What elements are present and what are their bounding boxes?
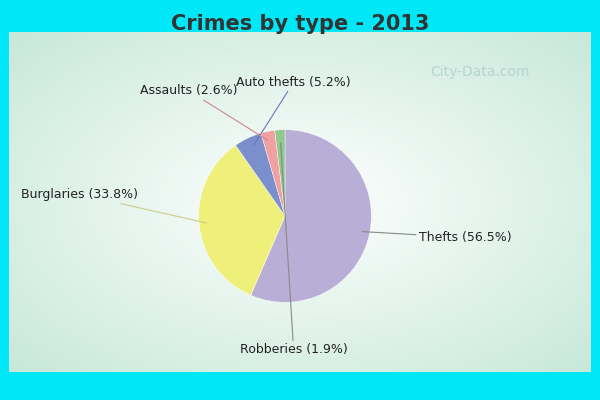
Text: Thefts (56.5%): Thefts (56.5%) <box>362 231 511 244</box>
Text: Assaults (2.6%): Assaults (2.6%) <box>140 84 268 140</box>
Wedge shape <box>275 130 285 216</box>
Wedge shape <box>261 130 285 216</box>
Text: Burglaries (33.8%): Burglaries (33.8%) <box>21 188 207 223</box>
Text: Crimes by type - 2013: Crimes by type - 2013 <box>171 14 429 34</box>
Wedge shape <box>236 133 285 216</box>
Wedge shape <box>251 130 371 302</box>
Text: City-Data.com: City-Data.com <box>430 65 530 79</box>
Wedge shape <box>199 145 285 295</box>
Text: Robberies (1.9%): Robberies (1.9%) <box>240 143 347 356</box>
Text: Auto thefts (5.2%): Auto thefts (5.2%) <box>236 76 351 145</box>
